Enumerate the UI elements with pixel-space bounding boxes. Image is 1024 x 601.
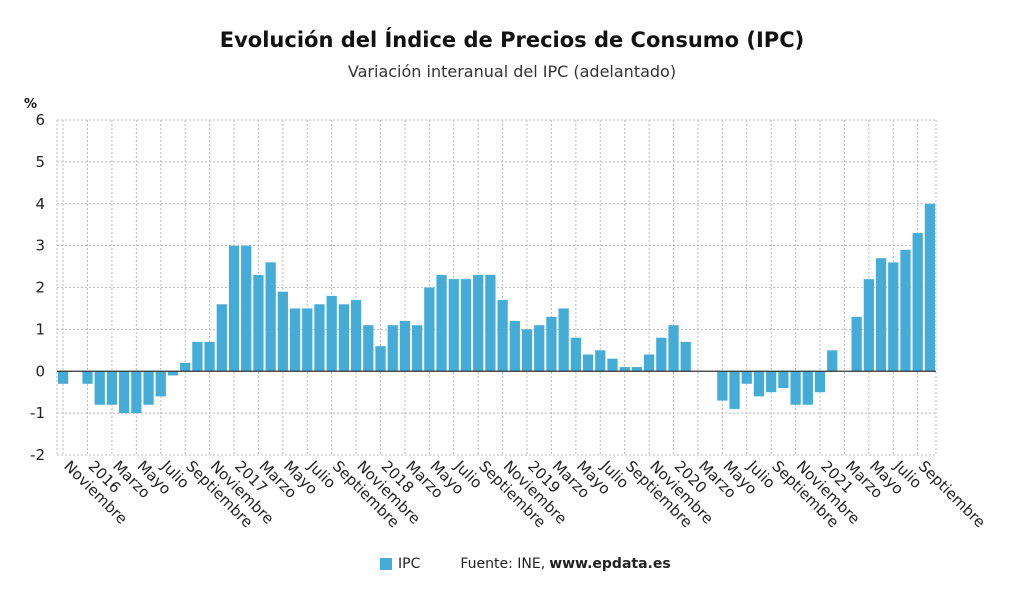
bar	[753, 371, 765, 397]
legend-label: IPC	[398, 556, 421, 572]
bar	[228, 245, 240, 372]
bar	[302, 308, 313, 372]
y-tick-label: 1	[35, 320, 45, 338]
bar	[241, 245, 252, 372]
y-tick-label: 3	[35, 237, 45, 255]
bar	[631, 367, 643, 372]
bar	[424, 287, 435, 372]
y-tick-label: 5	[35, 153, 45, 171]
source-label: Fuente: INE,	[460, 556, 546, 572]
bar	[412, 325, 423, 372]
bar	[485, 274, 496, 372]
bar	[643, 354, 655, 372]
bar	[473, 274, 484, 372]
bar	[924, 203, 936, 372]
y-tick-label: 0	[35, 362, 45, 380]
bar	[363, 325, 374, 372]
bar	[277, 291, 288, 372]
bar	[119, 371, 130, 414]
bar	[680, 341, 691, 372]
bar	[192, 341, 203, 372]
bar	[717, 371, 728, 401]
bar	[814, 371, 826, 393]
bar	[399, 321, 411, 372]
bar	[582, 354, 594, 372]
bar	[729, 371, 740, 409]
bar	[338, 304, 350, 372]
bar	[851, 316, 862, 372]
bar	[619, 367, 630, 372]
bar	[509, 321, 520, 372]
bar	[497, 300, 508, 372]
source-link[interactable]: www.epdata.es	[549, 556, 671, 572]
bar	[546, 316, 557, 372]
y-tick-label: -1	[30, 404, 45, 422]
bar	[802, 371, 813, 405]
bar	[155, 371, 166, 397]
bar	[875, 258, 887, 372]
bar	[778, 371, 789, 388]
bar	[607, 358, 618, 372]
bar	[436, 274, 447, 372]
bar	[460, 279, 472, 372]
legend-swatch	[380, 558, 392, 570]
y-axis-unit: %	[24, 97, 37, 112]
bar	[180, 362, 191, 372]
bar	[900, 249, 911, 372]
bar	[94, 371, 105, 405]
chart-title: Evolución del Índice de Precios de Consu…	[219, 28, 805, 52]
x-tick-label: Septiembre	[915, 457, 989, 531]
legend: IPC Fuente: INE, www.epdata.es	[380, 556, 671, 572]
bar	[827, 350, 838, 372]
bar	[57, 371, 69, 384]
bar	[387, 325, 398, 372]
bar	[253, 274, 264, 372]
bar	[204, 341, 215, 372]
bar	[143, 371, 154, 405]
bar	[216, 304, 227, 372]
bar	[595, 350, 606, 372]
bar	[863, 279, 874, 372]
bar	[265, 262, 276, 372]
bar	[131, 371, 142, 414]
bar	[790, 371, 801, 405]
bar	[558, 308, 569, 372]
bar	[82, 371, 93, 384]
chart-subtitle: Variación interanual del IPC (adelantado…	[347, 62, 677, 81]
bar	[668, 325, 679, 372]
bar	[448, 279, 459, 372]
y-tick-label: 4	[35, 195, 45, 213]
bar	[350, 300, 362, 372]
bar	[741, 371, 752, 384]
bar	[656, 337, 667, 372]
bar	[106, 371, 118, 405]
y-tick-label: -2	[30, 446, 45, 464]
bar	[326, 295, 337, 372]
bar	[912, 233, 923, 372]
bar	[167, 371, 179, 376]
y-tick-label: 2	[35, 279, 45, 297]
bar	[534, 325, 545, 372]
bar	[314, 304, 325, 372]
bar	[375, 346, 386, 372]
bar	[766, 371, 777, 393]
bar	[888, 262, 899, 372]
bar	[521, 329, 533, 372]
y-tick-label: 6	[35, 111, 45, 129]
bar	[289, 308, 301, 372]
bar	[570, 337, 581, 372]
